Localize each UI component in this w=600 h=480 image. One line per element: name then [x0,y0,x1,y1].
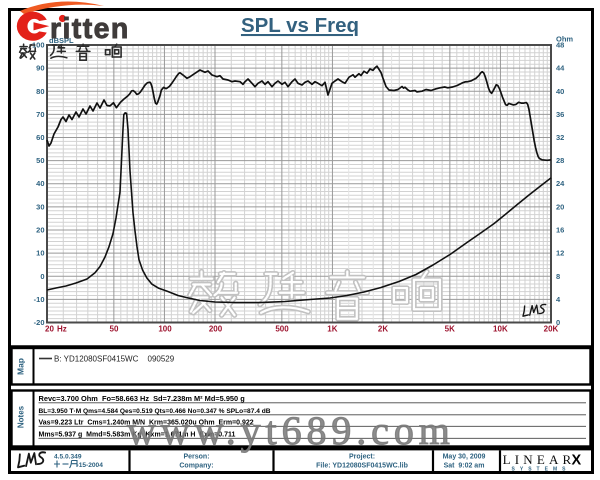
svg-text:Sat 9:02 am: Sat 9:02 am [444,463,485,470]
svg-text:44: 44 [556,64,565,73]
svg-text:8: 8 [556,272,560,281]
svg-text:LINEAR: LINEAR [503,452,576,467]
svg-text:ritten: ritten [50,13,130,45]
svg-text:100: 100 [32,41,45,50]
svg-text:48: 48 [556,41,564,50]
svg-text:32: 32 [556,133,564,142]
svg-text:May 30, 2009: May 30, 2009 [443,454,486,461]
svg-text:70: 70 [36,110,44,119]
svg-text:4.5.0.349: 4.5.0.349 [54,454,82,461]
svg-text:www.yt689.com: www.yt689.com [127,408,455,453]
svg-text:-15-2004: -15-2004 [77,462,104,469]
svg-text:1K: 1K [327,325,337,334]
svg-text:File: YD12080SF0415WC.lib: File: YD12080SF0415WC.lib [316,463,408,470]
svg-text:30: 30 [36,202,44,211]
svg-text:BL=3.950 T·M Qms=4.584 Qes=0.5: BL=3.950 T·M Qms=4.584 Qes=0.519 Qts=0.4… [39,408,271,415]
svg-text:SPL vs Freq: SPL vs Freq [241,14,359,37]
svg-text:5K: 5K [445,325,455,334]
svg-text:Revc=3.700 Ohm Fo=58.663 Hz: Revc=3.700 Ohm Fo=58.663 Hz Sd=7.238m M²… [39,394,246,403]
svg-text:Ohm: Ohm [556,35,573,44]
svg-text:X: X [572,453,582,469]
svg-text:10: 10 [36,249,44,258]
svg-text:-10: -10 [34,295,45,304]
svg-text:20: 20 [45,325,54,334]
svg-text:Notes: Notes [17,405,26,428]
svg-text:0: 0 [40,272,44,281]
svg-text:Vas=9.223 Ltr Cms=1.240m M/N: Vas=9.223 Ltr Cms=1.240m M/N Krm=365.020… [39,420,254,427]
svg-text:16: 16 [556,226,564,235]
svg-text:0: 0 [556,318,560,327]
svg-text:-20: -20 [34,318,45,327]
svg-text:Map: Map [16,358,26,375]
svg-text:90: 90 [36,64,44,73]
svg-text:20: 20 [36,226,44,235]
svg-text:80: 80 [36,87,44,96]
svg-text:20: 20 [556,202,564,211]
svg-text:20K: 20K [544,325,559,334]
svg-text:Project:: Project: [349,454,375,461]
svg-text:100: 100 [158,325,172,334]
svg-text:Person:: Person: [183,454,209,461]
svg-text:10K: 10K [493,325,508,334]
svg-text:24: 24 [556,179,565,188]
svg-text:40: 40 [36,179,44,188]
svg-text:Mms=5.937 g Mmd=5.583m Kg Kx: Mms=5.937 g Mmd=5.583m Kg Kxm=1.671m H E… [39,432,236,439]
svg-text:40: 40 [556,87,564,96]
svg-text:Company:: Company: [179,463,213,470]
svg-text:12: 12 [556,249,564,258]
svg-text:28: 28 [556,156,564,165]
svg-text:500: 500 [275,325,289,334]
svg-text:50: 50 [36,156,44,165]
svg-text:60: 60 [36,133,44,142]
svg-text:B: YD12080SF0415WC: B: YD12080SF0415WC [54,355,139,364]
svg-text:36: 36 [556,110,564,119]
svg-text:090529: 090529 [148,355,175,364]
svg-text:200: 200 [209,325,223,334]
svg-text:4: 4 [556,295,561,304]
svg-text:dBSPL: dBSPL [49,36,74,45]
svg-text:2K: 2K [378,325,388,334]
svg-text:50: 50 [110,325,119,334]
svg-text:SYSTEMS: SYSTEMS [512,467,571,473]
svg-text:Hz: Hz [57,325,67,334]
